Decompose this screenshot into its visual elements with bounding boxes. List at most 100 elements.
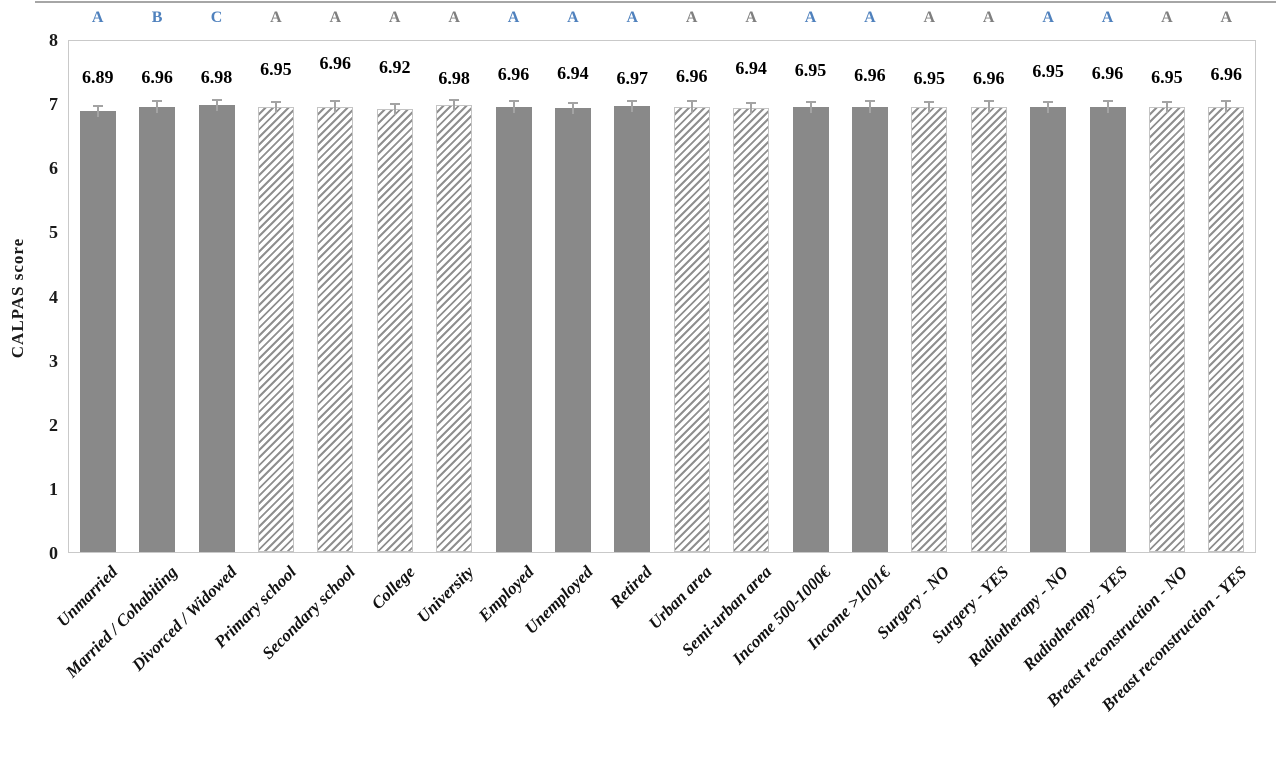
- error-bar-whisker: [928, 100, 931, 114]
- category-label: Married / Cohabiting: [61, 562, 181, 682]
- bar: [79, 111, 116, 552]
- error-bar-cap: [508, 100, 519, 103]
- error-bar-whisker: [1225, 100, 1228, 113]
- bar-value-label: 6.89: [81, 67, 114, 87]
- bar: [1148, 107, 1185, 552]
- error-bar-whisker: [393, 102, 396, 116]
- bar: [673, 106, 710, 552]
- bar: [554, 107, 591, 552]
- error-bar-whisker: [690, 100, 693, 113]
- y-tick-label: 0: [49, 543, 58, 563]
- bar: [970, 106, 1007, 552]
- significance-letter: A: [507, 9, 520, 26]
- error-bar-cap: [330, 100, 341, 103]
- bar-value-label: 6.95: [1032, 61, 1064, 81]
- bar-value-label: 6.96: [1091, 63, 1124, 83]
- error-bar-cap: [983, 100, 994, 103]
- bar: [436, 105, 473, 552]
- error-bar-cap: [864, 100, 875, 103]
- bar-value-label: 6.97: [616, 68, 649, 88]
- bar: [317, 106, 354, 552]
- bar-value-label: 6.96: [854, 65, 886, 85]
- bar-value-label: 6.95: [1151, 67, 1183, 87]
- category-label: Retired: [606, 562, 657, 612]
- error-bar-cap: [686, 100, 697, 103]
- bar-value-label: 6.95: [794, 60, 827, 80]
- significance-letter: A: [626, 9, 639, 26]
- bar: [733, 107, 770, 552]
- significance-letter: A: [91, 9, 104, 26]
- y-tick-label: 8: [49, 30, 58, 50]
- category-label: Radiotherapy - YES: [1019, 562, 1132, 675]
- bar-value-label: 6.96: [319, 53, 352, 73]
- error-bar-cap: [1161, 100, 1172, 103]
- significance-letter: B: [151, 9, 163, 26]
- significance-letter: A: [804, 9, 817, 26]
- error-bar-cap: [1043, 100, 1054, 103]
- bar-value-label: 6.94: [735, 58, 767, 78]
- significance-letter: A: [1220, 9, 1233, 26]
- bar-value-label: 6.96: [1210, 64, 1243, 84]
- bar: [1089, 106, 1126, 552]
- bar: [1030, 107, 1067, 552]
- error-bar-whisker: [750, 101, 753, 114]
- error-bar-whisker: [453, 98, 456, 112]
- error-bar-whisker: [215, 98, 218, 112]
- error-bar-whisker: [512, 100, 515, 113]
- bar: [495, 106, 532, 552]
- category-label: College: [367, 562, 419, 614]
- bar-value-label: 6.96: [972, 68, 1005, 88]
- significance-letter: A: [388, 9, 401, 26]
- error-bar-cap: [567, 101, 578, 104]
- error-bar-whisker: [571, 101, 574, 114]
- error-bar-cap: [211, 98, 222, 101]
- error-bar-cap: [746, 101, 757, 104]
- bar-value-label: 6.96: [675, 66, 708, 86]
- significance-letter: A: [1101, 9, 1114, 26]
- error-bar-whisker: [274, 100, 277, 114]
- error-bar-whisker: [1106, 100, 1109, 113]
- error-bar-cap: [805, 100, 816, 103]
- error-bar-whisker: [334, 100, 337, 113]
- bar: [614, 106, 651, 552]
- bar-value-label: 6.95: [913, 68, 946, 88]
- bar-value-label: 6.98: [200, 67, 233, 87]
- category-label: Divorced / Widowed: [127, 562, 241, 675]
- significance-letter: A: [1042, 9, 1054, 26]
- bar-value-label: 6.92: [378, 57, 411, 77]
- error-bar-whisker: [868, 100, 871, 113]
- error-bar-whisker: [96, 104, 99, 118]
- significance-letter: A: [448, 9, 460, 26]
- y-tick-label: 4: [49, 286, 58, 307]
- bar: [911, 107, 948, 552]
- error-bar-whisker: [1165, 100, 1168, 114]
- error-bar-whisker: [156, 100, 159, 113]
- bar: [851, 106, 888, 552]
- error-bar-cap: [449, 98, 460, 101]
- error-bar-whisker: [809, 100, 812, 114]
- y-tick-label: 7: [49, 94, 58, 115]
- y-tick-label: 6: [49, 158, 58, 179]
- error-bar-cap: [92, 104, 103, 107]
- error-bar-cap: [627, 99, 638, 102]
- bar-value-label: 6.96: [141, 67, 173, 87]
- significance-letter: C: [210, 9, 223, 26]
- y-tick-label: 5: [49, 222, 58, 243]
- significance-letter: A: [567, 9, 579, 26]
- significance-letter: A: [745, 9, 757, 26]
- significance-letter: A: [923, 9, 936, 26]
- bar: [792, 107, 829, 552]
- bar: [198, 105, 235, 552]
- bar-value-label: 6.98: [438, 68, 470, 88]
- y-tick-label: 3: [49, 350, 58, 371]
- error-bar-whisker: [987, 100, 990, 113]
- bar: [257, 107, 294, 552]
- significance-letter: A: [982, 9, 995, 26]
- significance-letter: A: [329, 9, 342, 26]
- error-bar-whisker: [631, 99, 634, 113]
- significance-letter: A: [864, 9, 876, 26]
- plot-area: [68, 40, 1256, 553]
- y-tick-label: 2: [49, 414, 58, 435]
- top-border-line: [35, 1, 1276, 3]
- category-label: University: [413, 562, 478, 627]
